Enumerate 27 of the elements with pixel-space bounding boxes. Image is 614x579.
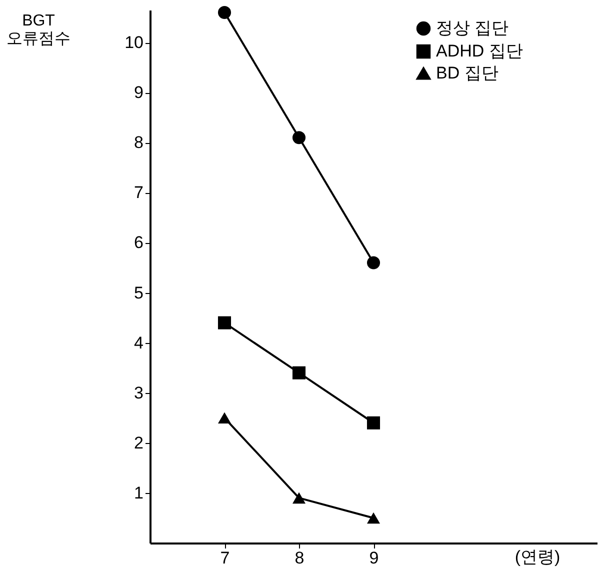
y-tick-label: 2	[134, 433, 144, 452]
point	[218, 412, 232, 424]
point	[292, 492, 306, 504]
legend-label: ADHD 집단	[436, 42, 523, 60]
point	[366, 512, 380, 524]
y-tick-label: 1	[134, 483, 144, 502]
x-axis-title: (연령)	[514, 548, 560, 566]
point	[292, 366, 306, 380]
point	[292, 131, 306, 144]
point	[218, 6, 232, 20]
point	[366, 256, 380, 270]
y-tick-label: 3	[134, 383, 144, 402]
legend-label: BD 집단	[436, 64, 498, 82]
y-tick-label: 7	[134, 183, 144, 202]
y-axis-title: BGT 오류점수	[6, 12, 70, 48]
y-tick-label: 10	[124, 33, 144, 52]
point	[366, 416, 380, 430]
x-tick-label: 8	[294, 548, 304, 568]
y-tick-label: 5	[134, 283, 144, 302]
y-tick-label: 4	[134, 333, 144, 352]
legend-label: 정상 집단	[436, 18, 509, 38]
y-tick-label: 9	[134, 83, 144, 102]
point	[218, 316, 232, 330]
y-tick-label: 6	[134, 233, 144, 252]
x-tick-label: 7	[220, 548, 230, 568]
x-tick-label: 9	[369, 548, 379, 568]
y-tick-label: 8	[134, 133, 144, 152]
